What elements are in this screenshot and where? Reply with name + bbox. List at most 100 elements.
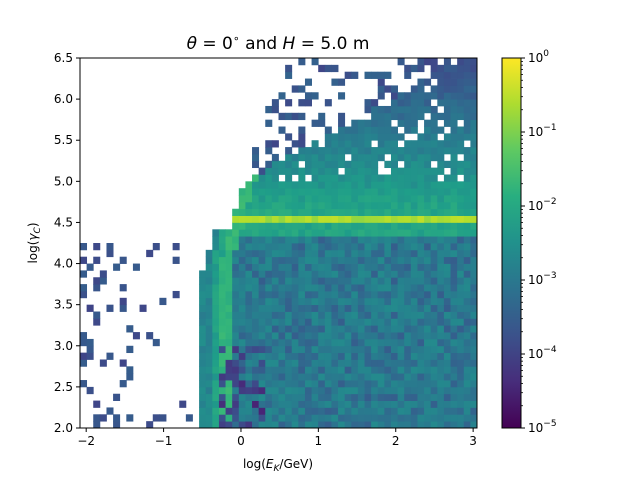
heatmap-cell: [324, 421, 332, 429]
heatmap-cell: [285, 345, 293, 354]
heatmap-cell: [86, 338, 94, 347]
heatmap-cell: [457, 243, 465, 251]
heatmap-cell: [238, 195, 246, 203]
heatmap-cell: [318, 393, 326, 401]
heatmap-cell: [463, 400, 471, 408]
heatmap-cell: [285, 359, 293, 367]
colorbar-tick-label: 10−5: [528, 419, 557, 435]
heatmap-cell: [291, 325, 299, 333]
heatmap-cell: [324, 284, 332, 292]
heatmap-cell: [285, 290, 293, 299]
heatmap-cell: [437, 345, 445, 354]
heatmap-cell: [245, 270, 253, 278]
heatmap-cell: [245, 325, 253, 333]
heatmap-cell: [252, 311, 260, 319]
heatmap-cell: [344, 277, 352, 285]
heatmap-cell: [265, 318, 273, 326]
heatmap-cell: [463, 338, 471, 347]
heatmap-cell: [324, 64, 332, 73]
heatmap-cell: [463, 407, 471, 415]
heatmap-cell: [86, 386, 94, 395]
heatmap-cell: [245, 352, 253, 360]
heatmap-cell: [397, 325, 405, 333]
heatmap-cell: [377, 147, 385, 155]
heatmap-cell: [397, 318, 405, 326]
heatmap-cell: [424, 400, 432, 408]
heatmap-cell: [238, 222, 246, 230]
heatmap-cell: [357, 332, 365, 340]
heatmap-cell: [245, 284, 253, 292]
heatmap-cell: [86, 352, 94, 360]
heatmap-cell: [443, 201, 451, 210]
heatmap-cell: [245, 229, 253, 237]
heatmap-cell: [271, 366, 279, 374]
heatmap-cell: [252, 373, 260, 381]
heatmap-cell: [463, 366, 471, 374]
heatmap-cell: [364, 407, 372, 415]
heatmap-cell: [311, 153, 319, 162]
heatmap-cell: [417, 263, 425, 271]
heatmap-cell: [106, 304, 114, 312]
heatmap-cell: [390, 249, 398, 258]
heatmap-cell: [377, 119, 385, 127]
heatmap-cell: [205, 407, 213, 415]
heatmap-cell: [278, 208, 286, 216]
heatmap-cell: [450, 236, 458, 244]
heatmap-cell: [212, 263, 220, 271]
heatmap-cell: [424, 284, 432, 292]
heatmap-cell: [291, 345, 299, 354]
heatmap-cell: [285, 112, 293, 121]
heatmap-cell: [351, 284, 359, 292]
heatmap-cell: [93, 400, 101, 408]
heatmap-cell: [252, 284, 260, 292]
heatmap-cell: [278, 393, 286, 401]
heatmap-cell: [80, 256, 88, 264]
heatmap-cell: [470, 229, 478, 237]
heatmap-cell: [364, 160, 372, 169]
heatmap-cell: [324, 160, 332, 169]
heatmap-cell: [245, 421, 253, 429]
heatmap-cell: [351, 393, 359, 401]
heatmap-cell: [93, 277, 101, 285]
heatmap-cell: [225, 243, 233, 251]
heatmap-cell: [430, 373, 438, 381]
heatmap-cell: [126, 325, 134, 333]
heatmap-cell: [371, 373, 379, 381]
heatmap-cell: [390, 147, 398, 155]
heatmap-cell: [232, 263, 240, 271]
heatmap-cell: [404, 359, 412, 367]
heatmap-cell: [212, 414, 220, 422]
heatmap-cell: [397, 386, 405, 395]
heatmap-cell: [450, 373, 458, 381]
heatmap-cell: [258, 304, 266, 312]
heatmap-cell: [324, 174, 332, 182]
heatmap-cell: [457, 126, 465, 134]
heatmap-cell: [225, 366, 233, 374]
heatmap-cell: [404, 174, 412, 182]
heatmap-cell: [457, 215, 465, 223]
heatmap-cell: [271, 345, 279, 354]
heatmap-cell: [470, 236, 478, 244]
heatmap-cell: [218, 380, 226, 388]
heatmap-cell: [437, 215, 445, 223]
heatmap-cell: [437, 222, 445, 230]
heatmap-cell: [424, 318, 432, 326]
heatmap-cell: [232, 243, 240, 251]
heatmap-cell: [404, 105, 412, 114]
heatmap-cell: [218, 386, 226, 395]
heatmap-cell: [238, 236, 246, 244]
heatmap-cell: [304, 270, 312, 278]
heatmap-cell: [430, 147, 438, 155]
heatmap-cell: [410, 400, 418, 408]
heatmap-cell: [357, 414, 365, 422]
heatmap-cell: [437, 414, 445, 422]
heatmap-cell: [232, 352, 240, 360]
heatmap-cell: [364, 366, 372, 374]
heatmap-cell: [457, 85, 465, 93]
heatmap-cell: [218, 407, 226, 415]
heatmap-cell: [364, 290, 372, 299]
heatmap-cell: [470, 318, 478, 326]
heatmap-cell: [470, 249, 478, 258]
heatmap-cell: [371, 105, 379, 114]
heatmap-cell: [357, 181, 365, 189]
